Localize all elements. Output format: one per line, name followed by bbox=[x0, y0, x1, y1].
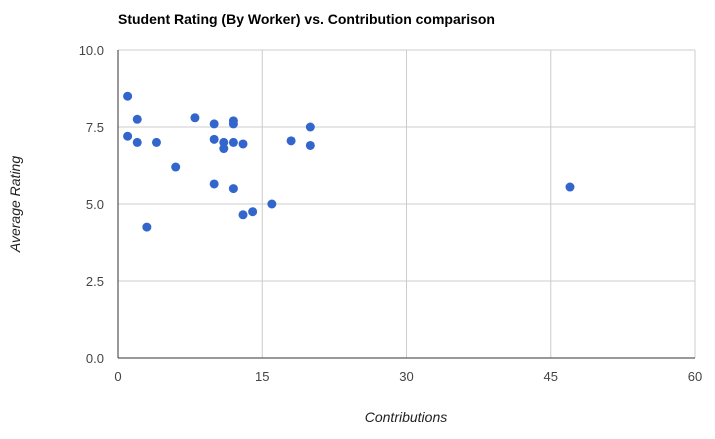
data-point bbox=[565, 182, 575, 192]
data-point bbox=[286, 136, 296, 146]
y-tick-label: 0.0 bbox=[86, 351, 104, 366]
data-point bbox=[132, 114, 142, 124]
data-point bbox=[305, 140, 315, 150]
data-point bbox=[228, 137, 238, 147]
y-tick-label: 7.5 bbox=[86, 120, 104, 135]
data-point bbox=[228, 119, 238, 129]
x-tick-label: 60 bbox=[688, 369, 702, 384]
data-point bbox=[228, 184, 238, 194]
data-point bbox=[267, 199, 277, 209]
data-point bbox=[238, 210, 248, 220]
y-tick-label: 2.5 bbox=[86, 274, 104, 289]
data-point bbox=[209, 119, 219, 129]
y-axis-title: Average Rating bbox=[7, 156, 23, 253]
axes bbox=[117, 50, 695, 359]
x-tick-label: 45 bbox=[544, 369, 558, 384]
data-point bbox=[190, 113, 200, 123]
y-tick-label: 5.0 bbox=[86, 197, 104, 212]
data-point bbox=[238, 139, 248, 149]
data-point bbox=[219, 144, 229, 154]
x-tick-label: 30 bbox=[399, 369, 413, 384]
data-points bbox=[123, 91, 575, 232]
data-point bbox=[209, 179, 219, 189]
data-point bbox=[248, 207, 258, 217]
data-point bbox=[305, 122, 315, 132]
data-point bbox=[132, 137, 142, 147]
data-point bbox=[123, 91, 133, 101]
y-axis-ticks: 0.0 2.5 5.0 7.5 10.0 bbox=[79, 43, 104, 366]
x-axis-ticks: 0 15 30 45 60 bbox=[114, 369, 702, 384]
chart-title: Student Rating (By Worker) vs. Contribut… bbox=[118, 11, 495, 27]
data-point bbox=[171, 162, 181, 172]
data-point bbox=[219, 137, 229, 147]
data-point bbox=[209, 134, 219, 144]
data-point bbox=[142, 222, 152, 232]
y-tick-label: 10.0 bbox=[79, 43, 104, 58]
gridlines bbox=[118, 49, 696, 358]
data-point bbox=[123, 131, 133, 141]
x-tick-label: 15 bbox=[255, 369, 269, 384]
x-tick-label: 0 bbox=[114, 369, 121, 384]
x-axis-title: Contributions bbox=[365, 409, 448, 425]
data-point bbox=[151, 137, 161, 147]
